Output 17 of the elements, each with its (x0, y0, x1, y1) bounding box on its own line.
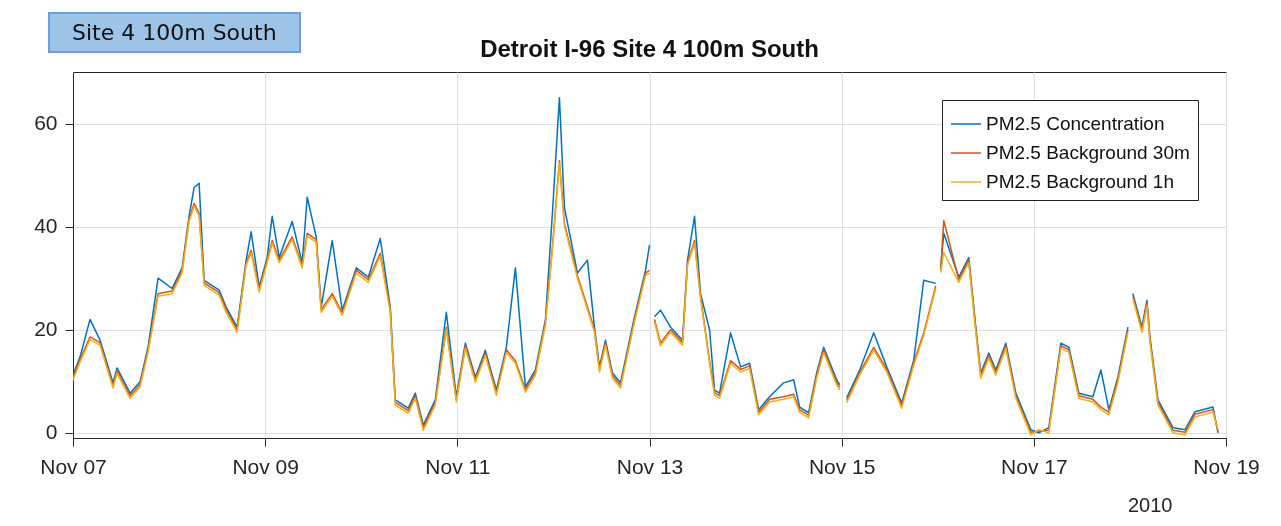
legend-label: PM2.5 Background 1h (986, 171, 1175, 192)
text: Site 4 100m South (48, 12, 301, 53)
y-tick-label: 60 (34, 111, 58, 135)
y-tick-label: 0 (45, 420, 58, 444)
chart-title: Detroit I-96 Site 4 100m South (480, 35, 819, 62)
x-tick-label: Nov 07 (40, 454, 107, 478)
legend-label: PM2.5 Background 30m (986, 142, 1190, 163)
x-tick-label: Nov 15 (808, 454, 876, 478)
y-tick-label: 40 (34, 214, 58, 238)
x-tick-label: Nov 13 (616, 454, 684, 478)
x-tick-label: Nov 11 (425, 454, 491, 478)
x-tick-label: Nov 19 (1193, 454, 1260, 478)
y-tick-label: 20 (34, 317, 58, 341)
x-tick-label: Nov 17 (1001, 454, 1068, 478)
x-tick-label: Nov 09 (232, 454, 299, 478)
text: 2010 (1128, 494, 1173, 517)
legend-label: PM2.5 Concentration (986, 113, 1165, 134)
